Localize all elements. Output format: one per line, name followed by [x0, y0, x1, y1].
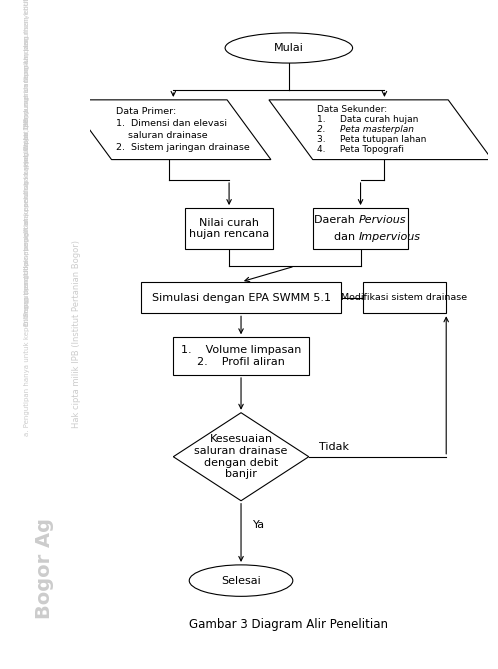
Text: 1.    Volume limpasan
2.    Profil aliran: 1. Volume limpasan 2. Profil aliran — [181, 345, 301, 367]
Ellipse shape — [189, 565, 293, 596]
Text: 1.  Dimensi dan elevasi: 1. Dimensi dan elevasi — [116, 119, 227, 128]
Text: 4.     Peta Topografi: 4. Peta Topografi — [317, 145, 404, 154]
Text: dan: dan — [334, 231, 359, 242]
Bar — [173, 337, 309, 375]
Text: 3.     Peta tutupan lahan: 3. Peta tutupan lahan — [317, 135, 426, 145]
Text: Dilarang mengutip sebagian atau seluruh karya tulis ini tanpa mencantumkan dan m: Dilarang mengutip sebagian atau seluruh … — [24, 0, 30, 326]
Polygon shape — [269, 100, 492, 160]
Text: Mulai: Mulai — [274, 43, 304, 53]
Text: Simulasi dengan EPA SWMM 5.1: Simulasi dengan EPA SWMM 5.1 — [151, 292, 331, 302]
Text: Modifikasi sistem drainase: Modifikasi sistem drainase — [341, 293, 468, 302]
Text: Tidak: Tidak — [319, 442, 349, 452]
Text: saluran drainase: saluran drainase — [116, 131, 207, 140]
Text: Hak cipta milik IPB (Institut Pertanian Bogor): Hak cipta milik IPB (Institut Pertanian … — [72, 240, 81, 429]
Text: b. Pengutipan tidak merugikan kepentingan yang wajar IPB: b. Pengutipan tidak merugikan kepentinga… — [24, 117, 30, 324]
Text: 2.     Peta masterplan: 2. Peta masterplan — [317, 125, 414, 134]
Text: 1.     Data curah hujan: 1. Data curah hujan — [317, 115, 418, 124]
Polygon shape — [68, 100, 271, 160]
Bar — [185, 208, 273, 249]
Text: Ya: Ya — [253, 520, 265, 531]
Text: Data Sekunder:: Data Sekunder: — [317, 105, 387, 114]
Bar — [141, 282, 341, 313]
Text: Data Primer:: Data Primer: — [116, 107, 176, 116]
Text: Hak Cipta Dilindungi Undang-Undang: Hak Cipta Dilindungi Undang-Undang — [24, 35, 30, 166]
Polygon shape — [173, 413, 309, 500]
Text: Pervious: Pervious — [359, 215, 406, 225]
Text: a. Pengutipan hanya untuk kepentingan pendidikan, penelitian, penulisan karya il: a. Pengutipan hanya untuk kepentingan pe… — [24, 0, 30, 436]
Text: Nilai curah
hujan rencana: Nilai curah hujan rencana — [189, 217, 269, 240]
Text: Selesai: Selesai — [221, 575, 261, 585]
Text: 2.  Sistem jaringan drainase: 2. Sistem jaringan drainase — [116, 143, 249, 152]
Text: Impervious: Impervious — [359, 231, 420, 242]
Text: Kesesuaian
saluran drainase
dengan debit
banjir: Kesesuaian saluran drainase dengan debit… — [194, 434, 288, 479]
Text: Bogor Ag: Bogor Ag — [35, 518, 54, 619]
Text: Gambar 3 Diagram Alir Penelitian: Gambar 3 Diagram Alir Penelitian — [189, 618, 388, 631]
Bar — [313, 208, 408, 249]
Bar — [363, 282, 446, 313]
Ellipse shape — [225, 33, 353, 63]
Text: Daerah: Daerah — [314, 215, 359, 225]
